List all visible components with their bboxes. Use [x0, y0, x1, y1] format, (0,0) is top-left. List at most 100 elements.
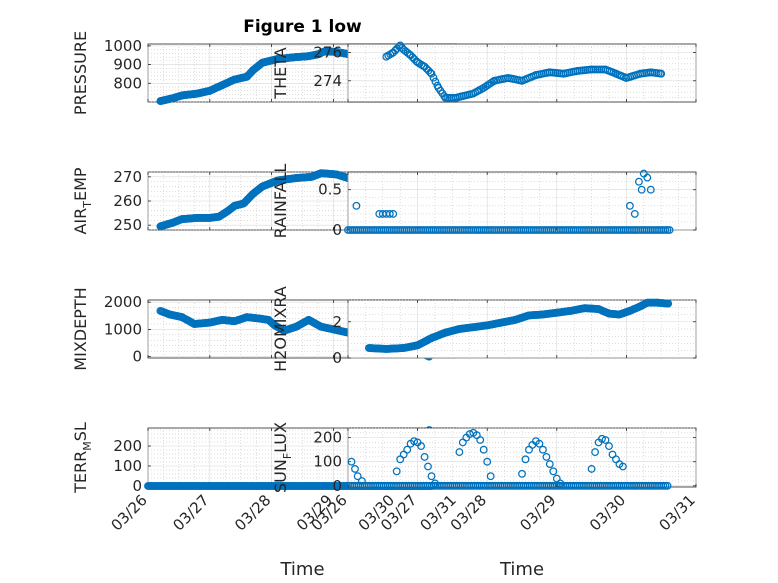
data-point: [521, 455, 530, 464]
y-tick-label: 270: [113, 168, 142, 186]
data-point: [420, 452, 429, 461]
data-point: [410, 437, 419, 446]
data-point: [598, 434, 606, 443]
y-tick-label: 0: [332, 221, 342, 239]
y-tick-label: 100: [313, 453, 342, 471]
y-axis-label: PRESSURE: [71, 31, 90, 115]
data-points: [344, 169, 674, 234]
x-tick-label: 03/30: [586, 491, 629, 534]
data-points: [364, 298, 673, 353]
data-points: [382, 41, 666, 102]
y-tick-label: 800: [113, 74, 142, 92]
data-point: [427, 472, 436, 481]
data-point: [389, 209, 398, 218]
y-tick-label: 100: [113, 457, 142, 475]
axes-box: [347, 427, 697, 488]
y-tick-label: 260: [113, 192, 142, 210]
data-point: [351, 464, 359, 473]
x-axis-label: Time: [279, 559, 324, 580]
y-tick-label: 250: [113, 216, 142, 234]
data-point: [618, 462, 627, 471]
x-tick-label: 03/31: [656, 491, 699, 534]
data-point: [664, 299, 673, 308]
data-point: [556, 479, 565, 488]
y-tick-label: 0: [332, 349, 342, 367]
data-point: [545, 460, 554, 469]
data-point: [347, 457, 356, 466]
data-point: [486, 472, 495, 481]
x-axis-label: Time: [499, 559, 544, 580]
data-point: [417, 442, 426, 451]
y-axis-label: THETA: [271, 47, 290, 99]
data-point: [357, 477, 366, 485]
data-point: [518, 469, 526, 478]
data-point: [391, 46, 400, 55]
data-points: [344, 428, 672, 490]
data-point: [535, 439, 544, 448]
data-point: [408, 53, 417, 62]
y-tick-label: 1000: [104, 37, 142, 55]
data-point: [637, 185, 646, 194]
data-point: [455, 448, 464, 457]
subplot-h2omixra: 0 2 H2OMIXRA: [271, 286, 697, 372]
data-point: [605, 442, 613, 451]
x-tick-label: 03/28: [231, 491, 274, 534]
data-point: [538, 445, 547, 454]
y-tick-label: 200: [113, 437, 142, 455]
figure-title: Figure 1 low: [243, 17, 362, 37]
data-point: [483, 81, 492, 90]
subplot-rainfall: 0 0.5 RAINFALL: [271, 164, 697, 239]
data-point: [483, 457, 492, 466]
data-point: [420, 62, 429, 71]
data-point: [587, 464, 596, 473]
y-axis-label: TERRMSL: [71, 422, 94, 494]
data-point: [476, 436, 485, 444]
data-point: [657, 69, 666, 78]
data-point: [481, 82, 490, 91]
data-point: [479, 445, 488, 454]
subplot-theta: 274 276 THETA: [271, 41, 697, 103]
y-tick-label: 2000: [104, 293, 142, 311]
data-point: [389, 48, 398, 57]
data-point: [429, 73, 438, 82]
y-axis-label: H2OMIXRA: [271, 286, 290, 372]
x-tick-label: 03/29: [516, 491, 559, 534]
data-point: [431, 77, 440, 86]
data-point: [406, 51, 415, 60]
data-point: [382, 52, 391, 61]
y-tick-label: 1000: [104, 320, 142, 338]
y-tick-label: 200: [313, 429, 342, 447]
data-point: [646, 185, 655, 194]
y-axis-label: SUNFLUX: [271, 422, 294, 493]
y-axis-label: MIXDEPTH: [71, 287, 90, 370]
data-point: [634, 177, 643, 186]
data-point: [403, 445, 412, 454]
data-point: [392, 467, 401, 476]
data-point: [601, 436, 610, 444]
data-point: [643, 173, 652, 182]
y-tick-label: 0: [132, 348, 142, 366]
data-point: [549, 467, 558, 476]
data-point: [352, 201, 361, 210]
data-point: [625, 201, 634, 210]
y-tick-label: 0: [332, 477, 342, 495]
data-point: [413, 58, 422, 67]
y-tick-label: 2: [332, 313, 342, 331]
y-tick-label: 274: [313, 72, 342, 90]
y-axis-label: AIRTEMP: [71, 167, 94, 234]
data-point: [422, 64, 431, 73]
y-axis-label: RAINFALL: [271, 164, 290, 239]
data-point: [665, 226, 674, 234]
data-point: [385, 209, 394, 218]
data-point: [591, 448, 600, 457]
y-tick-label: 276: [313, 43, 342, 61]
axes-box: [347, 171, 697, 231]
data-point: [427, 69, 436, 78]
data-point: [431, 479, 439, 488]
data-point: [630, 209, 639, 218]
y-tick-label: 0: [132, 477, 142, 495]
x-tick-label: 03/27: [169, 491, 212, 534]
y-tick-label: 900: [113, 56, 142, 74]
